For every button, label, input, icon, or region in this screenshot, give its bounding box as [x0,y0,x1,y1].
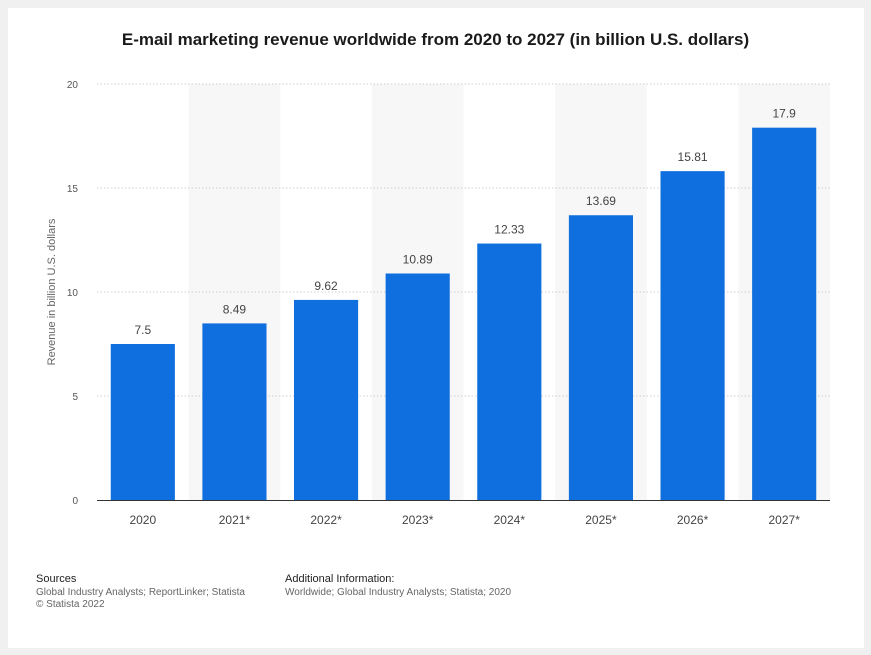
y-tick-label: 20 [67,80,79,91]
x-tick-label: 2020 [129,513,156,527]
value-label: 17.9 [773,107,797,121]
y-tick-label: 10 [67,288,79,299]
additional-info-line: Worldwide; Global Industry Analysts; Sta… [285,587,512,598]
value-labels: 7.5 8.49 9.62 10.89 12.33 13.69 15.81 17.9 [134,107,796,337]
value-label: 12.33 [494,223,524,237]
y-tick-label: 15 [67,184,79,195]
value-label: 13.69 [586,194,616,208]
y-tick-label: 0 [72,496,78,507]
y-tick-labels: 0 5 10 15 20 [67,80,79,507]
additional-info-heading: Additional Information: [285,573,395,585]
sources-heading: Sources [36,573,77,585]
bars [110,127,817,501]
x-tick-label: 2021* [219,513,251,527]
sources-block: Sources Global Industry Analysts; Report… [36,573,276,611]
sources-line[interactable]: Global Industry Analysts; ReportLinker; … [36,587,245,598]
x-tick-label: 2023* [402,513,434,527]
bar[interactable] [293,299,359,500]
bar[interactable] [568,215,634,501]
y-axis-label: Revenue in billion U.S. dollars [46,218,58,365]
value-label: 15.81 [678,150,708,164]
x-tick-label: 2024* [494,513,526,527]
bar[interactable] [752,127,817,501]
bar[interactable] [110,344,175,500]
value-label: 8.49 [223,302,247,316]
copyright-line: © Statista 2022 [36,599,105,610]
x-tick-label: 2026* [677,513,709,527]
value-label: 9.62 [314,279,338,293]
y-tick-label: 5 [72,392,78,403]
x-tick-label: 2022* [310,513,342,527]
chart-title: E-mail marketing revenue worldwide from … [121,30,750,49]
additional-info-block: Additional Information: Worldwide; Globa… [285,573,605,599]
bar[interactable] [385,273,450,500]
x-tick-label: 2027* [769,513,801,527]
value-label: 10.89 [403,252,433,266]
bar[interactable] [202,323,267,500]
x-tick-label: 2025* [585,513,617,527]
bar[interactable] [660,171,725,501]
value-label: 7.5 [134,323,151,337]
x-tick-labels: 2020 2021* 2022* 2023* 2024* 2025* 2026* 2027* [129,513,800,527]
bar[interactable] [477,243,542,500]
